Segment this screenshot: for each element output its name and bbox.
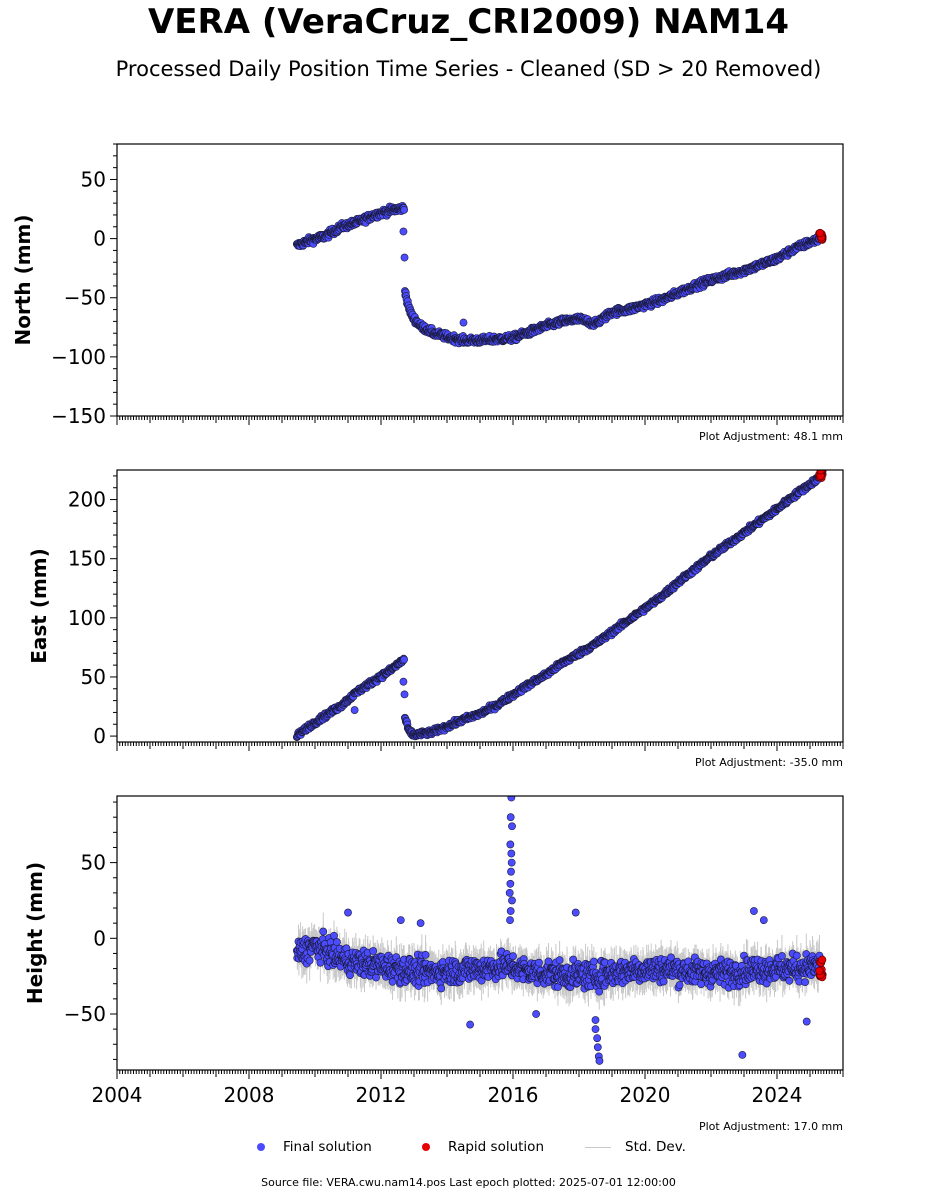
page-subtitle: Processed Daily Position Time Series - C… <box>115 57 822 81</box>
final-solution-point <box>459 318 468 327</box>
panel-1: 50 0 −50 −100 −150 North (mm) Plot Adjustment:… <box>11 143 844 443</box>
final-solution-points <box>292 472 824 742</box>
final-solution-point <box>400 655 408 664</box>
plot-adjustment-note: Plot Adjustment: 48.1 mm <box>699 430 843 443</box>
final-solution-points <box>292 201 824 348</box>
y-tick-label: −100 <box>51 345 106 369</box>
plot-area <box>292 201 827 348</box>
final-solution-point <box>399 227 408 236</box>
y-axis-label: North (mm) <box>11 214 35 345</box>
final-solution-point <box>400 253 409 262</box>
y-tick-label: 0 <box>93 227 106 251</box>
y-tick-label: 50 <box>81 167 106 191</box>
page-title: VERA (VeraCruz_CRI2009) NAM14 <box>147 2 790 42</box>
rapid-solution-point <box>815 228 825 238</box>
y-tick-label: −150 <box>51 404 106 428</box>
y-tick-label: −50 <box>64 286 106 310</box>
plot-frame <box>116 143 844 417</box>
final-solution-point <box>400 206 408 214</box>
final-solution-point <box>400 690 409 699</box>
plot-area <box>292 470 827 742</box>
std-dev-bars <box>296 473 820 741</box>
rapid-solution-points <box>815 228 827 244</box>
